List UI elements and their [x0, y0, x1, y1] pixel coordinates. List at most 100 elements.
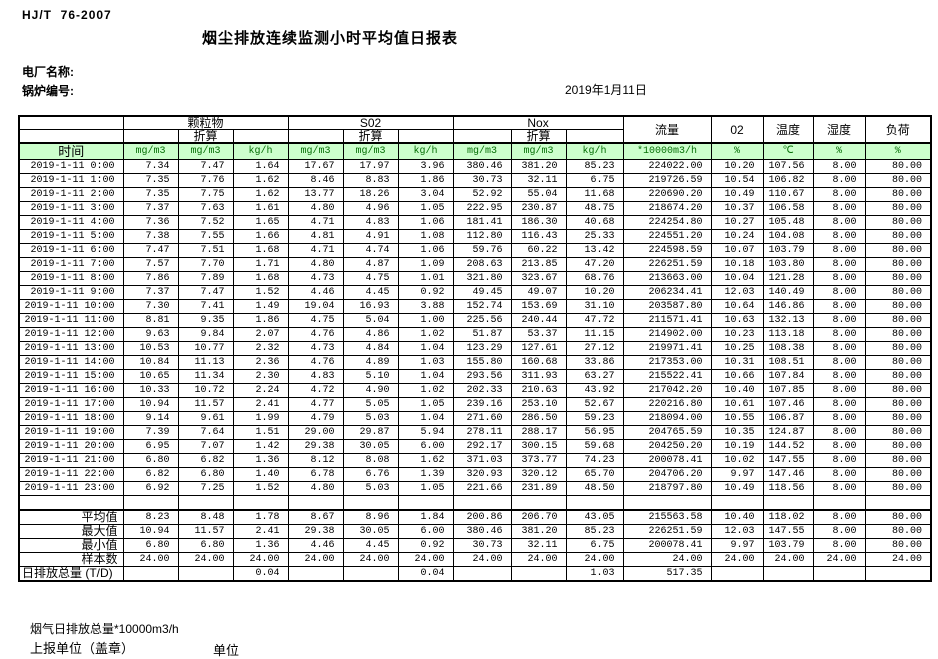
value-cell: 30.73: [452, 173, 512, 188]
col-load: 负荷: [864, 115, 932, 144]
time-cell: 2019-1-11 9:00: [18, 285, 124, 300]
table-row: 2019-1-11 15:00 10.65 11.34 2.30 4.83 5.10 1.0…: [18, 369, 932, 384]
value-cell: 4.71: [287, 215, 344, 230]
value-cell: 2.07: [232, 327, 289, 342]
value-cell: 59.23: [565, 411, 624, 426]
time-cell: 2019-1-11 21:00: [18, 453, 124, 468]
blank-cell: [18, 115, 124, 130]
table-row: 2019-1-11 22:00 6.82 6.80 1.40 6.78 6.76 1.39 3…: [18, 467, 932, 482]
value-cell: 59.68: [565, 439, 624, 454]
col-flow: 流量: [622, 115, 712, 144]
value-cell: 10.24: [710, 229, 764, 244]
value-cell: 2.32: [232, 341, 289, 356]
value-cell: 8.00: [812, 159, 866, 174]
value-cell: 4.75: [342, 271, 399, 286]
time-cell: 2019-1-11 3:00: [18, 201, 124, 216]
unit-cell: kg/h: [397, 142, 454, 160]
value-cell: 213.85: [510, 257, 567, 272]
value-cell: 5.94: [397, 425, 454, 440]
value-cell: 10.27: [710, 215, 764, 230]
unit-cell: mg/m3: [122, 142, 179, 160]
summary-value-cell: [762, 566, 814, 582]
summary-value-cell: 24.00: [287, 552, 344, 567]
table-row: 2019-1-11 12:00 9.63 9.84 2.07 4.76 4.86 1.02 5…: [18, 327, 932, 342]
value-cell: 1.40: [232, 467, 289, 482]
value-cell: 219726.59: [622, 173, 712, 188]
value-cell: 80.00: [864, 383, 932, 398]
unit-cell: kg/h: [232, 142, 289, 160]
value-cell: 108.51: [762, 355, 814, 370]
value-cell: 4.77: [287, 397, 344, 412]
value-cell: 7.36: [122, 215, 179, 230]
table-row: 2019-1-11 4:00 7.36 7.52 1.65 4.71 4.83 1.06 18…: [18, 215, 932, 230]
value-cell: 10.66: [710, 369, 764, 384]
value-cell: 8.00: [812, 397, 866, 412]
value-cell: 80.00: [864, 355, 932, 370]
value-cell: 3.96: [397, 159, 454, 174]
value-cell: 1.06: [397, 215, 454, 230]
value-cell: 6.80: [122, 453, 179, 468]
value-cell: 80.00: [864, 313, 932, 328]
value-cell: 1.01: [397, 271, 454, 286]
unit-cell: kg/h: [565, 142, 624, 160]
value-cell: 292.17: [452, 439, 512, 454]
value-cell: 4.76: [287, 327, 344, 342]
time-cell: 2019-1-11 5:00: [18, 229, 124, 244]
value-cell: 210.63: [510, 383, 567, 398]
value-cell: 10.33: [122, 383, 179, 398]
value-cell: 10.64: [710, 299, 764, 314]
value-cell: 80.00: [864, 425, 932, 440]
summary-value-cell: 8.67: [287, 509, 344, 525]
value-cell: 7.64: [177, 425, 234, 440]
value-cell: 300.15: [510, 439, 567, 454]
value-cell: 80.00: [864, 187, 932, 202]
value-cell: 107.46: [762, 397, 814, 412]
time-cell: 2019-1-11 2:00: [18, 187, 124, 202]
value-cell: 146.86: [762, 299, 814, 314]
value-cell: 10.63: [710, 313, 764, 328]
blank-cell: [622, 495, 712, 511]
value-cell: 4.83: [342, 215, 399, 230]
value-cell: 10.19: [710, 439, 764, 454]
value-cell: 4.83: [287, 369, 344, 384]
value-cell: 9.63: [122, 327, 179, 342]
value-cell: 10.49: [710, 481, 764, 496]
value-cell: 4.71: [287, 243, 344, 258]
value-cell: 80.00: [864, 299, 932, 314]
value-cell: 225.56: [452, 313, 512, 328]
value-cell: 155.80: [452, 355, 512, 370]
blank-cell: [122, 495, 179, 511]
value-cell: 27.12: [565, 341, 624, 356]
value-cell: 286.50: [510, 411, 567, 426]
value-cell: 7.37: [122, 285, 179, 300]
value-cell: 224254.80: [622, 215, 712, 230]
blank-cell: [287, 129, 344, 144]
value-cell: 49.45: [452, 285, 512, 300]
summary-value-cell: 8.23: [122, 509, 179, 525]
value-cell: 2.24: [232, 383, 289, 398]
summary-value-cell: 24.00: [342, 552, 399, 567]
value-cell: 4.72: [287, 383, 344, 398]
value-cell: 8.00: [812, 299, 866, 314]
summary-rows: 平均值 8.23 8.48 1.78 8.67 8.96 1.84 200.86 206.70 4…: [18, 509, 932, 582]
value-cell: 6.00: [397, 439, 454, 454]
value-cell: 9.14: [122, 411, 179, 426]
value-cell: 8.83: [342, 173, 399, 188]
value-cell: 4.73: [287, 271, 344, 286]
plant-name-label: 电厂名称:: [22, 65, 74, 79]
value-cell: 1.52: [232, 285, 289, 300]
value-cell: 1.62: [232, 173, 289, 188]
blank-cell: [510, 495, 567, 511]
value-cell: 11.68: [565, 187, 624, 202]
summary-row: 样本数 24.00 24.00 24.00 24.00 24.00 24.00 24.00 24…: [18, 552, 932, 567]
value-cell: 6.95: [122, 439, 179, 454]
table-row: 2019-1-11 7:00 7.57 7.70 1.71 4.80 4.87 1.09 20…: [18, 257, 932, 272]
value-cell: 220690.20: [622, 187, 712, 202]
value-cell: 47.20: [565, 257, 624, 272]
value-cell: 7.38: [122, 229, 179, 244]
value-cell: 181.41: [452, 215, 512, 230]
time-cell: 2019-1-11 13:00: [18, 341, 124, 356]
value-cell: 106.82: [762, 173, 814, 188]
unit-cell: mg/m3: [342, 142, 399, 160]
value-cell: 8.00: [812, 327, 866, 342]
